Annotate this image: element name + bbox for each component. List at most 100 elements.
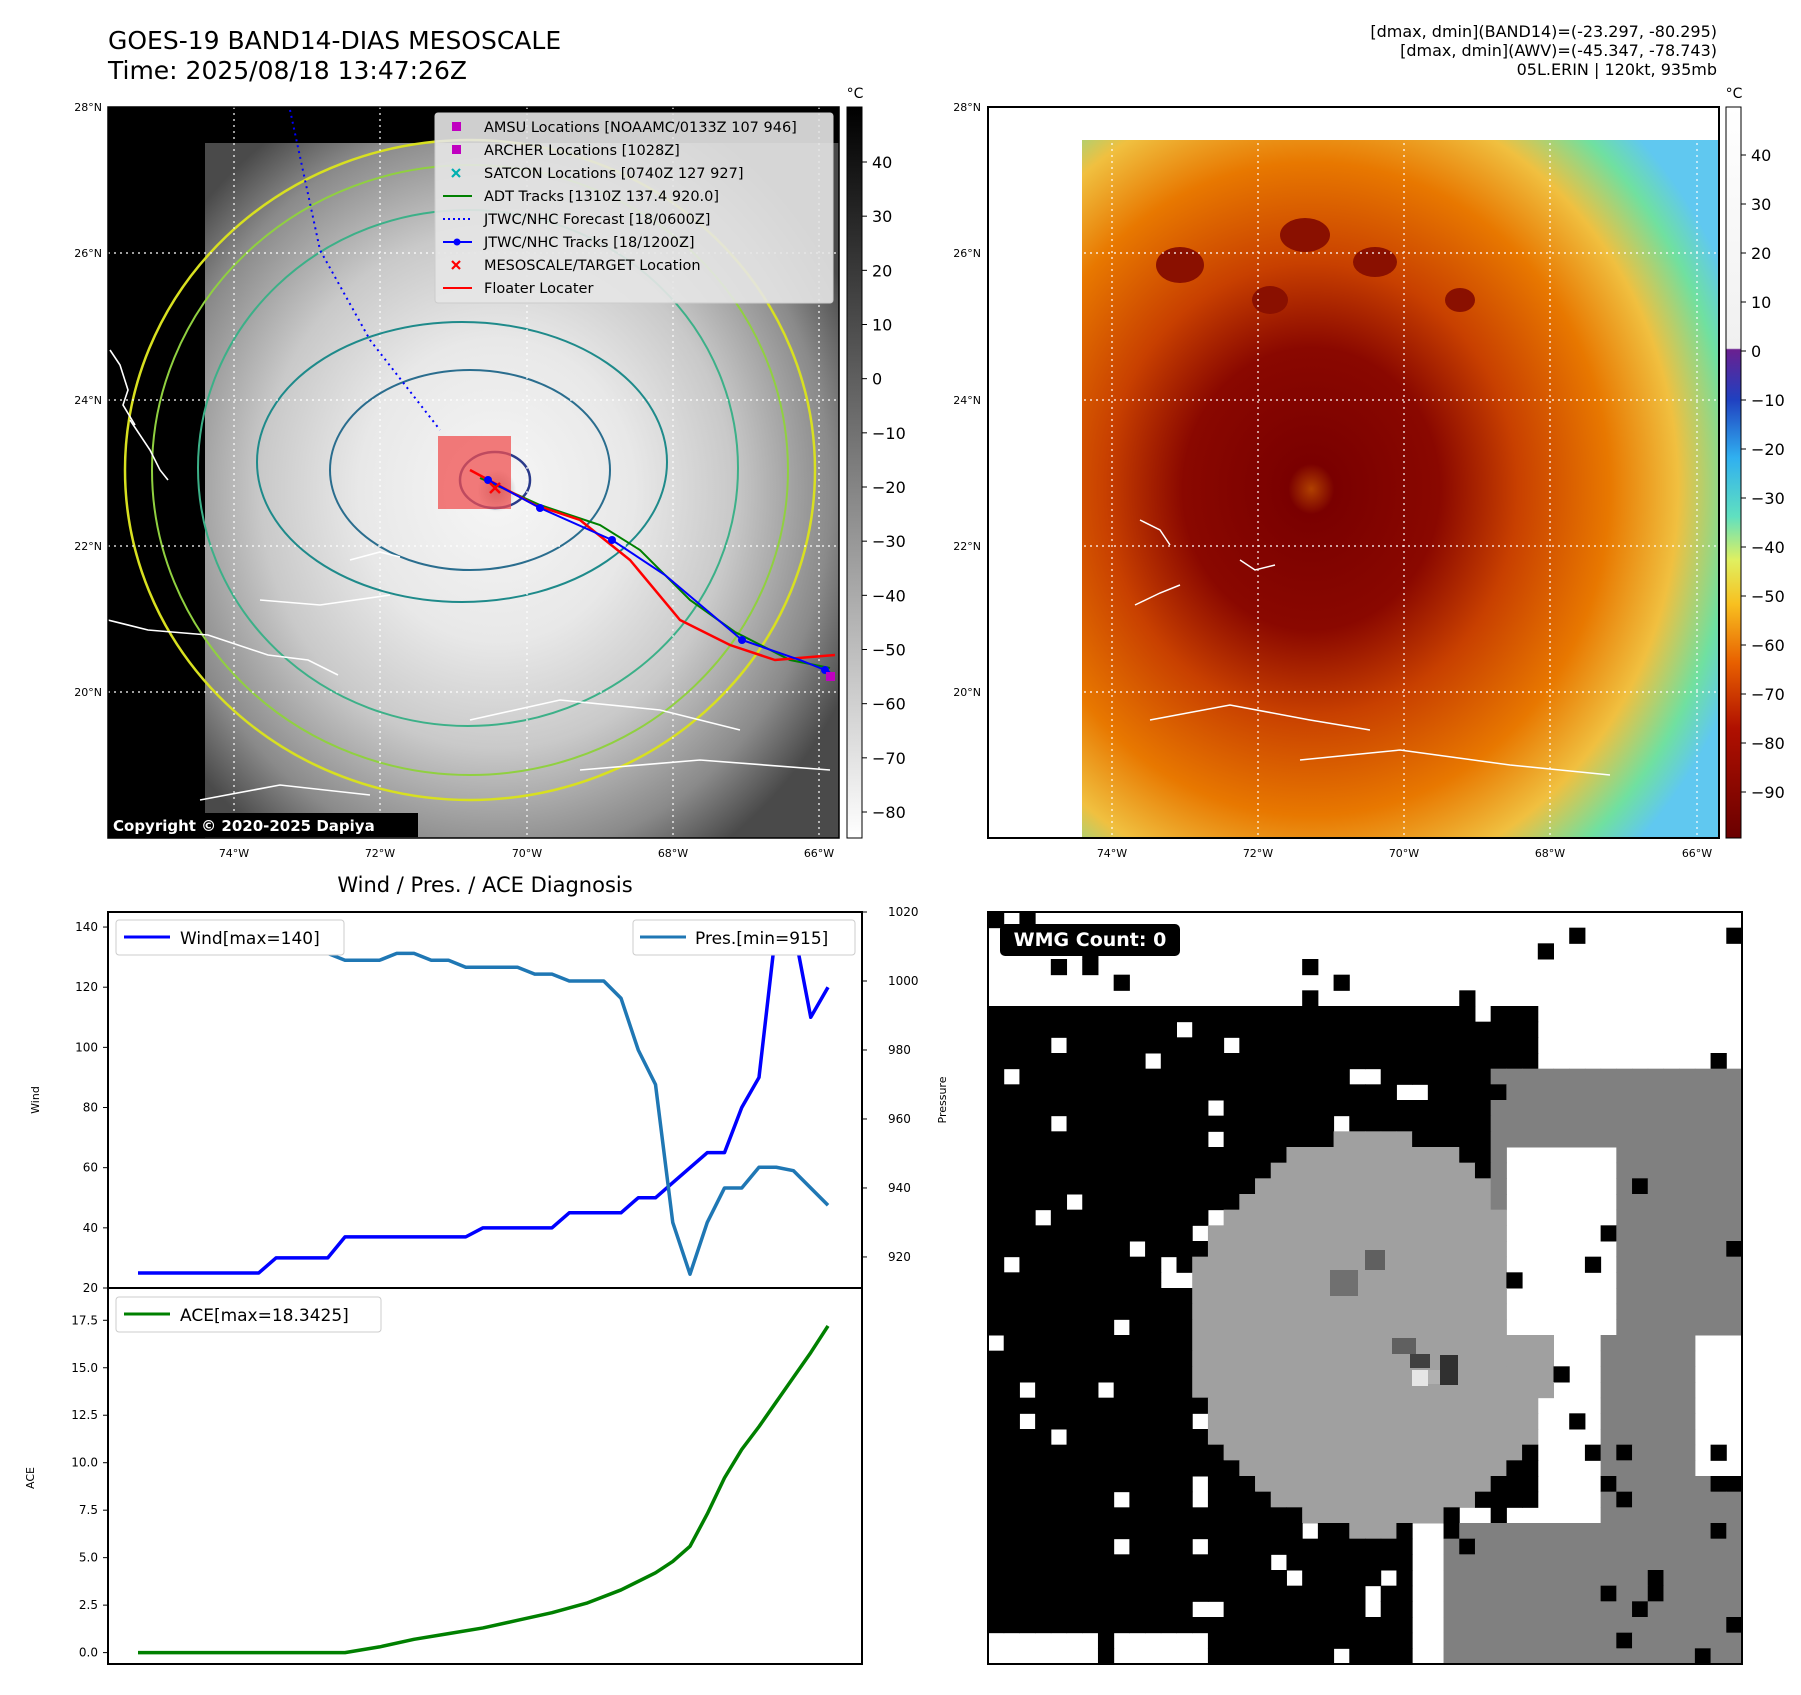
sat-legend-item: SATCON Locations [0740Z 127 927] bbox=[451, 166, 743, 182]
storm-info: [dmax, dmin](BAND14)=(-23.297, -80.295) … bbox=[1370, 22, 1717, 79]
sat-legend-item: JTWC/NHC Forecast [18/0600Z] bbox=[443, 212, 710, 228]
sat-legend-label: AMSU Locations [NOAAMC/0133Z 107 946] bbox=[484, 120, 797, 136]
colorbar-tick-label: −80 bbox=[872, 803, 906, 822]
wind-legend: Wind[max=140] bbox=[115, 919, 345, 956]
ace-tick-label: 15.0 bbox=[71, 1361, 98, 1375]
svg-text:74°W: 74°W bbox=[1097, 847, 1127, 860]
awv-lat-labels: 28°N 26°N 24°N 22°N 20°N bbox=[953, 101, 981, 699]
svg-text:26°N: 26°N bbox=[953, 247, 981, 260]
awv-colorbar-ticks: 40 30 20 10 0 −10 −20 −30 −40 −50 −60 −70 −80 −90 bbox=[1741, 146, 1785, 802]
sat-colorbar-ticks: 40 30 20 10 0 −10 −20 −30 −40 −50 −60 −70 −80 bbox=[862, 153, 906, 822]
nhc-track-points bbox=[484, 476, 829, 674]
wind-tick-label: 40 bbox=[83, 1221, 98, 1235]
svg-text:66°W: 66°W bbox=[804, 847, 834, 860]
colorbar-tick-label: −50 bbox=[1751, 587, 1785, 606]
wmg-grid bbox=[988, 912, 1743, 1665]
copyright-box bbox=[108, 813, 418, 837]
sat-colorbar bbox=[846, 106, 863, 839]
colorbar-tick-label: −20 bbox=[872, 478, 906, 497]
legend-square-marker bbox=[452, 145, 461, 154]
awv-coastlines bbox=[1134, 519, 1611, 776]
awv-grid bbox=[988, 107, 1719, 838]
svg-text:24°N: 24°N bbox=[74, 394, 102, 407]
ace-tick-label: 10.0 bbox=[71, 1456, 98, 1470]
pressure-tick-label: 920 bbox=[888, 1250, 911, 1264]
wind-tick-label: 120 bbox=[75, 980, 98, 994]
legend-square-marker bbox=[452, 122, 461, 131]
sat-frame bbox=[107, 106, 840, 839]
colorbar-tick-label: −20 bbox=[1751, 440, 1785, 459]
sat-legend-item: ADT Tracks [1310Z 137.4 920.0] bbox=[443, 189, 719, 205]
colorbar-tick-label: 30 bbox=[1751, 195, 1771, 214]
colorbar-tick-label: −40 bbox=[872, 586, 906, 605]
diagnosis-title: Wind / Pres. / ACE Diagnosis bbox=[337, 873, 632, 897]
colorbar-tick-label: −70 bbox=[1751, 685, 1785, 704]
ace-series bbox=[138, 1325, 830, 1655]
awv-colorbar-unit: °C bbox=[1726, 86, 1743, 102]
wind-tick-label: 60 bbox=[83, 1161, 98, 1175]
info-storm-intensity: 05L.ERIN | 120kt, 935mb bbox=[1516, 60, 1717, 79]
sat-legend-label: MESOSCALE/TARGET Location bbox=[484, 258, 701, 274]
sat-legend-label: JTWC/NHC Forecast [18/0600Z] bbox=[483, 212, 710, 228]
awv-cold-cells bbox=[1156, 218, 1475, 314]
svg-text:68°W: 68°W bbox=[658, 847, 688, 860]
colorbar-tick-label: 20 bbox=[1751, 244, 1771, 263]
sat-legend-item: MESOSCALE/TARGET Location bbox=[451, 258, 701, 274]
info-awv-range: [dmax, dmin](AWV)=(-45.347, -78.743) bbox=[1400, 41, 1717, 60]
ace-tick-label: 17.5 bbox=[71, 1313, 98, 1327]
colorbar-tick-label: 10 bbox=[872, 316, 892, 335]
colorbar-tick-label: 10 bbox=[1751, 293, 1771, 312]
colorbar-tick-label: 20 bbox=[872, 261, 892, 280]
svg-text:20°N: 20°N bbox=[74, 686, 102, 699]
pressure-axis-label: Pressure bbox=[936, 1076, 949, 1123]
svg-text:28°N: 28°N bbox=[74, 101, 102, 114]
sat-lat-labels: 28°N 26°N 24°N 22°N 20°N bbox=[74, 101, 102, 699]
svg-text:26°N: 26°N bbox=[74, 247, 102, 260]
colorbar-tick-label: −30 bbox=[1751, 489, 1785, 508]
colorbar-tick-label: −10 bbox=[1751, 391, 1785, 410]
awv-panel: 28°N 26°N 24°N 22°N 20°N 74°W 72°W 70°W … bbox=[953, 86, 1785, 860]
svg-text:70°W: 70°W bbox=[1389, 847, 1419, 860]
colorbar-tick-label: −30 bbox=[872, 532, 906, 551]
wind-axis-ticks: 20 40 60 80 100 120 140 bbox=[75, 920, 108, 1295]
title-line-time: Time: 2025/08/18 13:47:26Z bbox=[108, 56, 467, 85]
legend-x-marker bbox=[451, 260, 461, 270]
ace-tick-label: 12.5 bbox=[71, 1408, 98, 1422]
svg-text:70°W: 70°W bbox=[512, 847, 542, 860]
colorbar-tick-label: 40 bbox=[872, 153, 892, 172]
pressure-tick-label: 940 bbox=[888, 1181, 911, 1195]
sat-legend-label: Floater Locater bbox=[484, 281, 593, 297]
colorbar-tick-label: 0 bbox=[872, 370, 882, 389]
wind-axis-label: Wind bbox=[29, 1086, 42, 1114]
colorbar-tick-label: −90 bbox=[1751, 783, 1785, 802]
sat-legend-item: Floater Locater bbox=[443, 281, 593, 297]
colorbar-tick-label: −70 bbox=[872, 749, 906, 768]
colorbar-tick-label: −60 bbox=[872, 695, 906, 714]
sat-legend-label: JTWC/NHC Tracks [18/1200Z] bbox=[483, 235, 695, 251]
svg-text:66°W: 66°W bbox=[1682, 847, 1712, 860]
ace-legend-label: ACE[max=18.3425] bbox=[180, 1306, 349, 1326]
svg-text:74°W: 74°W bbox=[219, 847, 249, 860]
colorbar-tick-label: 0 bbox=[1751, 342, 1761, 361]
wmg-frame bbox=[987, 911, 1743, 1665]
ace-tick-label: 0.0 bbox=[79, 1646, 98, 1660]
svg-text:20°N: 20°N bbox=[953, 686, 981, 699]
sat-legend-item: ARCHER Locations [1028Z] bbox=[452, 143, 680, 159]
wind-legend-label: Wind[max=140] bbox=[180, 929, 320, 949]
svg-text:72°W: 72°W bbox=[365, 847, 395, 860]
sat-lon-labels: 74°W 72°W 70°W 68°W 66°W bbox=[219, 847, 834, 860]
wind-plot-frame bbox=[107, 911, 863, 1289]
pressure-tick-label: 980 bbox=[888, 1043, 911, 1057]
svg-text:22°N: 22°N bbox=[953, 540, 981, 553]
colorbar-tick-label: −60 bbox=[1751, 636, 1785, 655]
wmg-count-badge bbox=[1000, 924, 1180, 956]
ace-chart: 0.0 2.5 5.0 7.5 10.0 12.5 15.0 17.5 ACE ACE[max… bbox=[24, 1287, 863, 1665]
sat-legend-label: ARCHER Locations [1028Z] bbox=[484, 143, 680, 159]
ace-plot-frame bbox=[107, 1287, 863, 1665]
colorbar-tick-label: −10 bbox=[872, 424, 906, 443]
pressure-tick-label: 1020 bbox=[888, 905, 919, 919]
amsu-marker bbox=[826, 672, 835, 681]
awv-frame bbox=[987, 106, 1720, 839]
wmg-count-text: WMG Count: 0 bbox=[1014, 929, 1167, 951]
